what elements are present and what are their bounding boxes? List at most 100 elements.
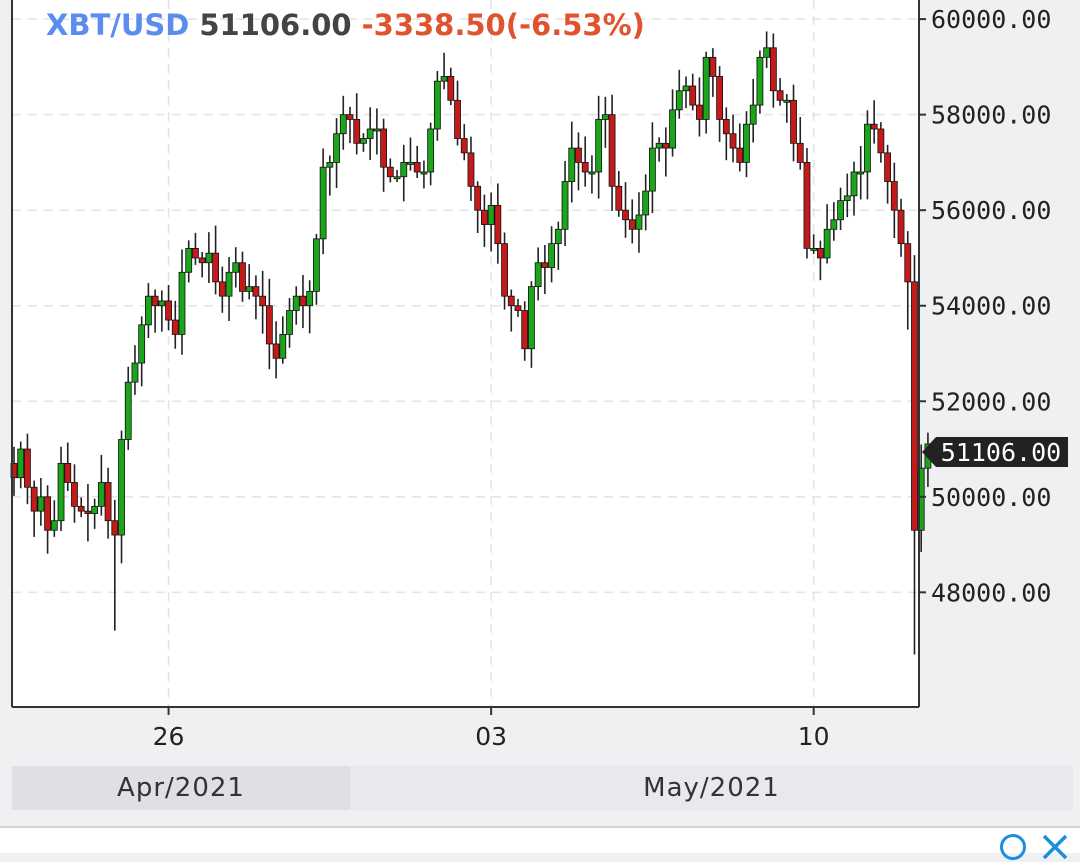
candle-down <box>165 300 172 321</box>
candle-down <box>474 185 482 211</box>
chart-canvas: 48000.00 50000.00 52000.00 54000.00 56000.00… <box>10 0 1068 751</box>
candle-up <box>185 248 193 273</box>
candle-down <box>30 486 38 512</box>
candle-up <box>319 166 327 240</box>
candle-down <box>716 76 723 120</box>
y-tick-label: 52000.00 <box>931 387 1051 416</box>
candle-up <box>366 128 374 139</box>
candle-up <box>407 162 414 165</box>
candle-down <box>198 257 206 264</box>
candle-down <box>212 252 220 283</box>
candle-up <box>373 128 381 132</box>
candle-down <box>501 243 508 297</box>
candle-up <box>857 171 865 175</box>
candle-up <box>360 138 367 144</box>
candle-up <box>843 195 851 202</box>
candle-up <box>763 47 771 58</box>
candle-up <box>339 114 347 135</box>
candle-up <box>393 176 401 180</box>
x-axis: 26 03 10 <box>153 707 830 751</box>
candle-up <box>783 99 791 103</box>
candle-down <box>64 462 72 483</box>
y-tick-label: 56000.00 <box>931 196 1051 225</box>
candle-down <box>897 209 905 245</box>
candle-up <box>756 56 764 106</box>
candle-down <box>803 162 811 249</box>
x-tick-label: 10 <box>798 722 830 751</box>
candle-up <box>427 128 435 173</box>
candle-down <box>272 343 280 359</box>
candle-down <box>192 248 199 259</box>
candle-up <box>548 243 555 268</box>
candle-down <box>494 205 502 245</box>
candle-down <box>460 138 468 154</box>
y-tick-label: 60000.00 <box>931 5 1051 34</box>
candle-down <box>622 209 629 221</box>
candle-down <box>904 243 912 283</box>
candle-up <box>118 439 125 536</box>
candle-down <box>729 133 737 149</box>
candle-down <box>689 85 697 106</box>
candle-up <box>675 90 683 111</box>
month-label-apr: Apr/2021 <box>12 766 350 810</box>
y-tick-label: 58000.00 <box>931 101 1051 130</box>
candle-up <box>440 76 448 82</box>
candle-down <box>890 181 898 211</box>
candle-down <box>171 319 179 335</box>
x-tick-label: 26 <box>153 722 185 751</box>
candle-up <box>312 238 320 292</box>
candle-up <box>286 310 293 335</box>
candle-up <box>669 109 676 149</box>
candles <box>10 31 932 655</box>
candle-down <box>615 185 623 211</box>
candle-down <box>628 219 636 230</box>
candle-down <box>608 114 616 187</box>
candle-up <box>588 171 596 175</box>
y-tick-label: 54000.00 <box>931 292 1051 321</box>
candle-down <box>299 295 307 307</box>
candle-down <box>776 90 784 101</box>
candle-down <box>575 147 582 163</box>
candle-down <box>252 286 260 297</box>
candle-down <box>447 76 455 101</box>
close-icon[interactable] <box>1040 832 1070 862</box>
change-label: -3338.50(-6.53%) <box>361 8 645 42</box>
candle-up <box>400 162 408 178</box>
info-icon[interactable] <box>1000 834 1026 860</box>
candle-down <box>151 295 159 307</box>
candle-up <box>279 333 287 359</box>
candle-down <box>104 482 112 522</box>
candle-up <box>138 324 146 364</box>
candle-down <box>521 310 529 350</box>
candle-down <box>353 119 361 144</box>
last-price-tag-shape <box>922 437 1068 467</box>
candle-up <box>823 228 831 259</box>
candle-down <box>790 99 797 144</box>
candle-up <box>864 123 871 173</box>
candle-down <box>507 295 515 307</box>
candle-down <box>259 295 267 307</box>
candle-down <box>796 142 804 163</box>
candle-up <box>124 381 132 440</box>
candle-up <box>158 300 166 307</box>
candle-down <box>722 119 730 135</box>
candle-up <box>91 505 99 514</box>
candle-up <box>702 56 710 120</box>
y-tick-label: 50000.00 <box>931 483 1051 512</box>
candle-up <box>57 462 65 522</box>
candle-down <box>454 99 461 139</box>
bottom-toolbar <box>0 826 1080 860</box>
candle-up <box>749 104 757 125</box>
candle-down <box>870 123 878 130</box>
candle-up <box>131 362 139 383</box>
candle-up <box>642 190 650 216</box>
candle-up <box>97 482 105 507</box>
candle-up <box>50 520 58 531</box>
candle-up <box>292 295 300 311</box>
price-chart[interactable]: 48000.00 50000.00 52000.00 54000.00 56000.00… <box>0 0 1080 760</box>
candle-up <box>568 147 576 182</box>
candle-up <box>37 496 45 512</box>
candle-up <box>595 119 603 173</box>
candle-up <box>682 85 690 92</box>
candle-down <box>413 162 421 173</box>
